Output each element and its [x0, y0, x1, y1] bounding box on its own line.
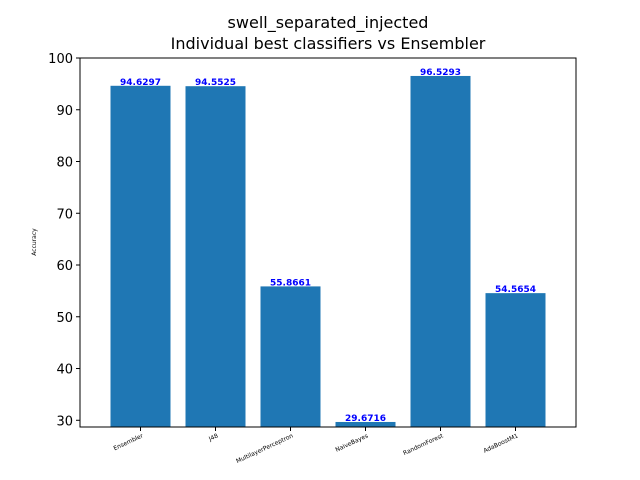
bars-group [110, 75, 546, 427]
data-label-adaboostm1: 54.5654 [495, 285, 536, 295]
bar-randomforest [410, 75, 471, 427]
bar-naivebayes [335, 421, 396, 427]
y-tick-label: 100 [48, 52, 73, 67]
y-tick-label: 80 [56, 156, 73, 171]
x-tick-label: AdaBoostM1 [482, 432, 519, 454]
y-axis-label: Accuracy [31, 228, 38, 256]
data-label-multilayerperceptron: 55.8661 [270, 278, 311, 288]
bar-ensembler [110, 85, 171, 427]
x-tick-label: J48 [207, 432, 220, 443]
data-labels-group: 94.6297 94.5525 55.8661 29.6716 96.5293 54.56… [120, 68, 536, 424]
x-axis: Ensembler J48 MultilayerPerceptron NaiveBay… [112, 427, 520, 465]
y-tick-label: 30 [56, 414, 73, 429]
y-tick-label: 40 [56, 363, 73, 378]
x-tick-label: NaiveBayes [334, 432, 369, 453]
y-tick-label: 90 [56, 104, 73, 119]
data-label-naivebayes: 29.6716 [345, 414, 386, 424]
data-label-randomforest: 96.5293 [420, 68, 461, 78]
bar-j48 [185, 86, 246, 427]
x-tick-label: MultilayerPerceptron [235, 432, 294, 465]
data-label-j48: 94.5525 [195, 78, 236, 88]
data-label-ensembler: 94.6297 [120, 78, 161, 88]
plot-frame [79, 57, 577, 428]
y-tick-label: 60 [56, 259, 73, 274]
y-axis: 30 40 50 60 70 80 90 100 [48, 52, 80, 429]
y-tick-label: 50 [56, 311, 73, 326]
y-tick-label: 70 [56, 207, 73, 222]
bar-multilayerperceptron [260, 286, 321, 427]
x-tick-label: Ensembler [112, 432, 144, 452]
chart-subtitle: Individual best classifiers vs Ensembler [171, 34, 486, 53]
bar-adaboostm1 [485, 293, 546, 427]
chart-title: swell_separated_injected [228, 13, 429, 33]
x-tick-label: RandomForest [402, 432, 445, 457]
